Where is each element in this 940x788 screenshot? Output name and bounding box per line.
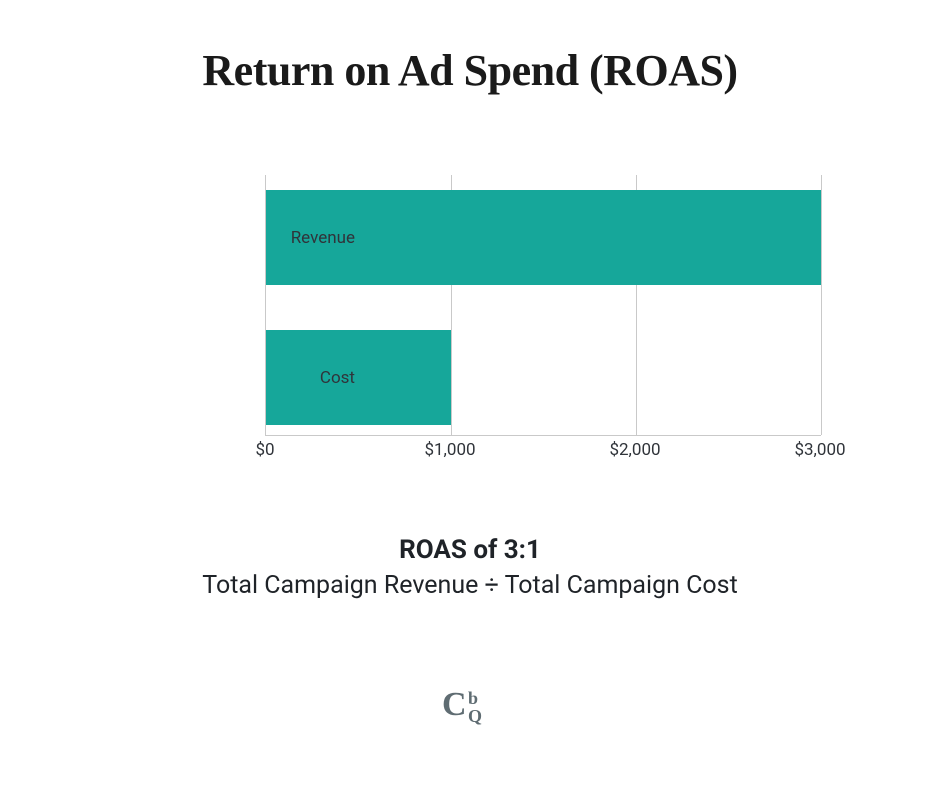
- page-title: Return on Ad Spend (ROAS): [0, 45, 940, 96]
- x-tick-label: $2,000: [595, 440, 675, 460]
- x-tick-label: $0: [225, 440, 305, 460]
- logo-letter-q: Q: [468, 706, 482, 727]
- summary-block: ROAS of 3:1 Total Campaign Revenue ÷ Tot…: [0, 535, 940, 600]
- roas-formula-text: Total Campaign Revenue ÷ Total Campaign …: [0, 571, 940, 600]
- logo-letter-c: C: [442, 686, 467, 724]
- chart-plot-area: [265, 175, 821, 436]
- y-tick-label: Revenue: [265, 228, 355, 248]
- roas-ratio-text: ROAS of 3:1: [0, 535, 940, 565]
- y-tick-label: Cost: [265, 368, 355, 388]
- roas-bar-chart: $0$1,000$2,000$3,000RevenueCost: [170, 175, 830, 465]
- brand-logo: C b Q: [0, 686, 940, 738]
- x-tick-label: $3,000: [780, 440, 860, 460]
- gridline: [821, 175, 822, 435]
- x-tick-label: $1,000: [410, 440, 490, 460]
- page-root: Return on Ad Spend (ROAS) $0 $1,000 $2,000…: [0, 0, 940, 788]
